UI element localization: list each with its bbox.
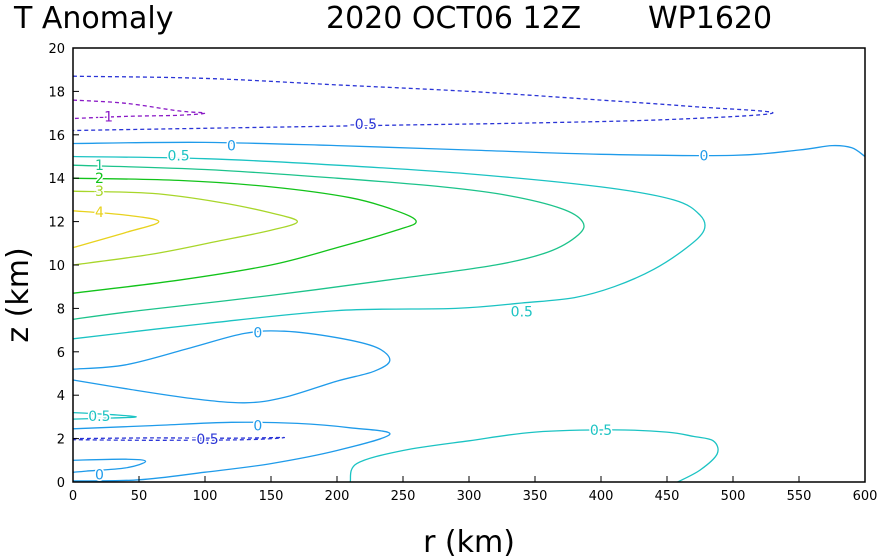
y-tick-label-6: 12 xyxy=(48,216,65,231)
contour-label-3: -0.5 xyxy=(350,117,377,133)
contour-line-level-0_5-3 xyxy=(73,155,706,340)
contour-label-6: 2 xyxy=(95,171,104,187)
y-tick-label-2: 4 xyxy=(57,389,65,404)
chart-title-variable: T Anomaly xyxy=(13,1,173,36)
contour-line-level-0_5-13 xyxy=(349,429,719,482)
contour-labels: 0 0.5 0 -0.5 -1 123 4 0.5 0 0.5 0 -0.5 0.5 0 xyxy=(87,108,710,485)
x-tick-label-8: 400 xyxy=(589,489,614,504)
y-tick-label-0: 0 xyxy=(57,476,65,491)
contour-label-11: 0.5 xyxy=(88,409,110,425)
contour-label-4: -1 xyxy=(99,109,113,125)
x-tick-label-3: 150 xyxy=(259,489,284,504)
x-tick-label-6: 300 xyxy=(457,489,482,504)
contour-line-level-0-10 xyxy=(73,421,391,482)
chart-title-datetime: 2020 OCT06 12Z xyxy=(326,1,581,36)
y-tick-label-5: 10 xyxy=(48,259,65,274)
contour-line-level--0_5-11 xyxy=(73,436,285,441)
x-tick-label-12: 600 xyxy=(853,489,878,504)
chart-title-storm: WP1620 xyxy=(648,1,772,36)
x-tick-label-1: 50 xyxy=(131,489,148,504)
y-tick-label-9: 18 xyxy=(48,85,65,100)
y-tick-label-7: 14 xyxy=(48,172,65,187)
contour-line-level-1-4 xyxy=(73,164,585,320)
contour-label-2: 0 xyxy=(699,148,708,164)
y-axis-label: z (km) xyxy=(1,247,36,342)
x-tick-label-7: 350 xyxy=(523,489,548,504)
contour-line-level-0-2 xyxy=(73,141,865,158)
x-axis-label: r (km) xyxy=(423,525,515,559)
x-tick-label-2: 100 xyxy=(193,489,218,504)
contour-line-level-0-12 xyxy=(73,458,147,473)
contour-label-1: 0.5 xyxy=(167,148,189,164)
contour-line-level-3-6 xyxy=(73,190,299,266)
contour-label-14: 0.5 xyxy=(590,423,612,439)
contour-label-15: 0 xyxy=(95,467,104,483)
contour-line-level-4-7 xyxy=(73,210,160,249)
x-tick-label-11: 550 xyxy=(787,489,812,504)
contour-line-level--1-1 xyxy=(73,99,206,120)
contour-label-9: 0.5 xyxy=(511,305,533,321)
contour-lines xyxy=(73,75,865,482)
plot-area-frame xyxy=(72,47,866,483)
x-tick-label-4: 200 xyxy=(325,489,350,504)
y-tick-label-4: 8 xyxy=(57,302,65,317)
x-tick-label-5: 250 xyxy=(391,489,416,504)
contour-line-level-2-5 xyxy=(73,177,417,294)
contour-label-7: 3 xyxy=(95,184,104,200)
y-tick-label-3: 6 xyxy=(57,346,65,361)
contour-label-12: 0 xyxy=(253,419,262,435)
contour-label-5: 1 xyxy=(95,158,104,174)
y-tick-label-8: 16 xyxy=(48,129,65,144)
contour-line-level--0_5-0 xyxy=(73,75,774,132)
x-tick-label-10: 500 xyxy=(721,489,746,504)
contour-label-0: 0 xyxy=(227,139,236,155)
y-tick-label-10: 20 xyxy=(48,42,65,57)
contour-label-10: 0 xyxy=(253,325,262,341)
axis-ticks: 0 50 100 150 200 250 300 350 400 450 500 550 6000246… xyxy=(48,42,877,504)
x-tick-label-9: 450 xyxy=(655,489,680,504)
contour-label-8: 4 xyxy=(95,205,104,221)
y-tick-label-1: 2 xyxy=(57,433,65,448)
contour-line-level-0-8 xyxy=(73,330,391,404)
contour-label-13: -0.5 xyxy=(191,432,218,448)
contour-line-level-0_5-9 xyxy=(73,411,138,420)
x-tick-label-0: 0 xyxy=(69,489,77,504)
